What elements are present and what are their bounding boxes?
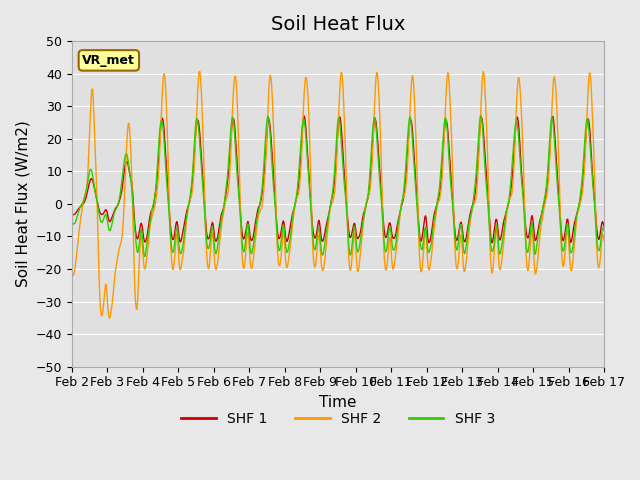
SHF 1 [68,212,76,217]
SHF 2 [68,271,76,276]
SHF 1 [488,240,496,246]
SHF 3 [403,144,411,149]
SHF 1 [186,196,194,202]
SHF 3 [477,113,485,119]
Line: SHF 2: SHF 2 [72,72,604,318]
SHF 2 [600,238,608,243]
Y-axis label: Soil Heat Flux (W/m2): Soil Heat Flux (W/m2) [15,120,30,287]
SHF 1 [132,233,140,239]
SHF 2 [404,156,412,162]
SHF 1 [214,230,222,236]
SHF 1 [600,223,608,229]
SHF 3 [419,245,426,251]
SHF 3 [141,253,149,259]
SHF 1 [419,231,426,237]
Line: SHF 3: SHF 3 [72,116,604,256]
SHF 3 [68,219,76,225]
SHF 3 [77,202,85,208]
Legend: SHF 1, SHF 2, SHF 3: SHF 1, SHF 2, SHF 3 [175,406,500,432]
Line: SHF 1: SHF 1 [72,116,604,243]
SHF 2 [106,315,113,321]
SHF 2 [196,69,204,74]
X-axis label: Time: Time [319,395,356,410]
SHF 3 [215,232,223,238]
SHF 1 [403,155,411,161]
SHF 2 [77,211,85,216]
SHF 2 [133,307,141,312]
Text: VR_met: VR_met [83,54,135,67]
Title: Soil Heat Flux: Soil Heat Flux [271,15,405,34]
SHF 3 [187,187,195,192]
SHF 3 [132,241,140,247]
SHF 2 [216,238,223,244]
SHF 1 [300,113,308,119]
SHF 2 [187,195,195,201]
SHF 1 [77,204,85,209]
SHF 2 [420,251,428,256]
SHF 3 [600,228,608,234]
